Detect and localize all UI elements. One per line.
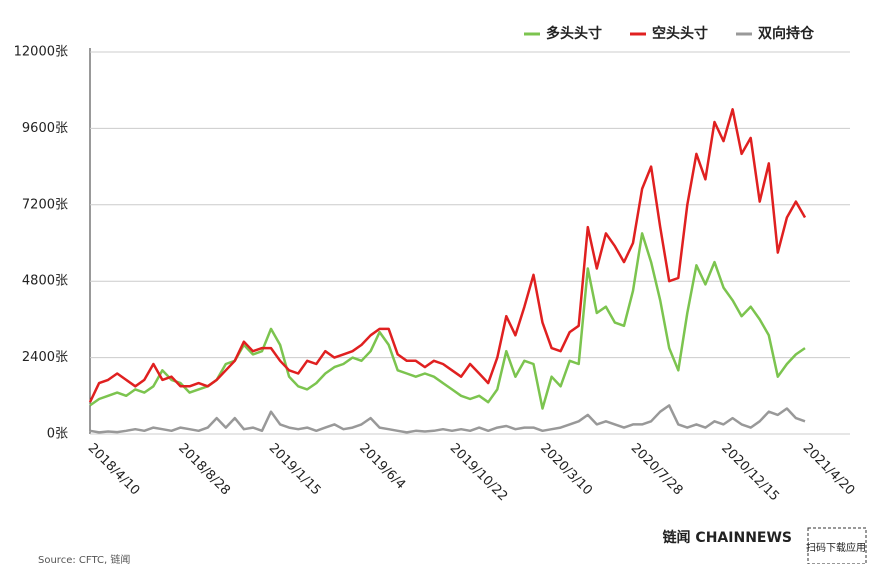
x-tick-label: 2018/8/28 — [175, 441, 233, 499]
series-line — [88, 108, 807, 403]
y-tick-label: 2400张 — [22, 350, 68, 365]
x-tick-label: 2020/3/10 — [537, 441, 595, 499]
legend-label: 双向持仓 — [758, 25, 815, 42]
legend-label: 多头头寸 — [546, 25, 602, 42]
x-tick-label: 2019/1/15 — [266, 441, 324, 499]
x-tick-label: 2020/7/28 — [628, 441, 686, 499]
x-tick-label: 2018/4/10 — [85, 441, 143, 499]
source: Source: CFTC, 链闻 — [38, 553, 130, 564]
series-line — [89, 404, 806, 434]
x-tick-label: 2019/10/22 — [447, 441, 511, 505]
qr-code — [807, 527, 867, 564]
x-tick-label: 2020/12/15 — [718, 441, 782, 505]
x-tick-label: 2019/6/4 — [356, 441, 408, 493]
y-tick-label: 9600张 — [22, 121, 68, 136]
y-tick-label: 7200张 — [22, 197, 68, 212]
brand-sub: 扫码下载应用 — [806, 541, 866, 554]
legend-label: 空头头寸 — [652, 25, 708, 42]
y-tick-label: 0张 — [47, 427, 68, 442]
y-tick-label: 4800张 — [22, 274, 68, 289]
y-tick-label: 12000张 — [14, 45, 68, 60]
series-line — [89, 232, 806, 410]
x-tick-label: 2021/4/20 — [800, 441, 858, 499]
brand: 链闻 CHAINNEWS — [663, 529, 792, 546]
